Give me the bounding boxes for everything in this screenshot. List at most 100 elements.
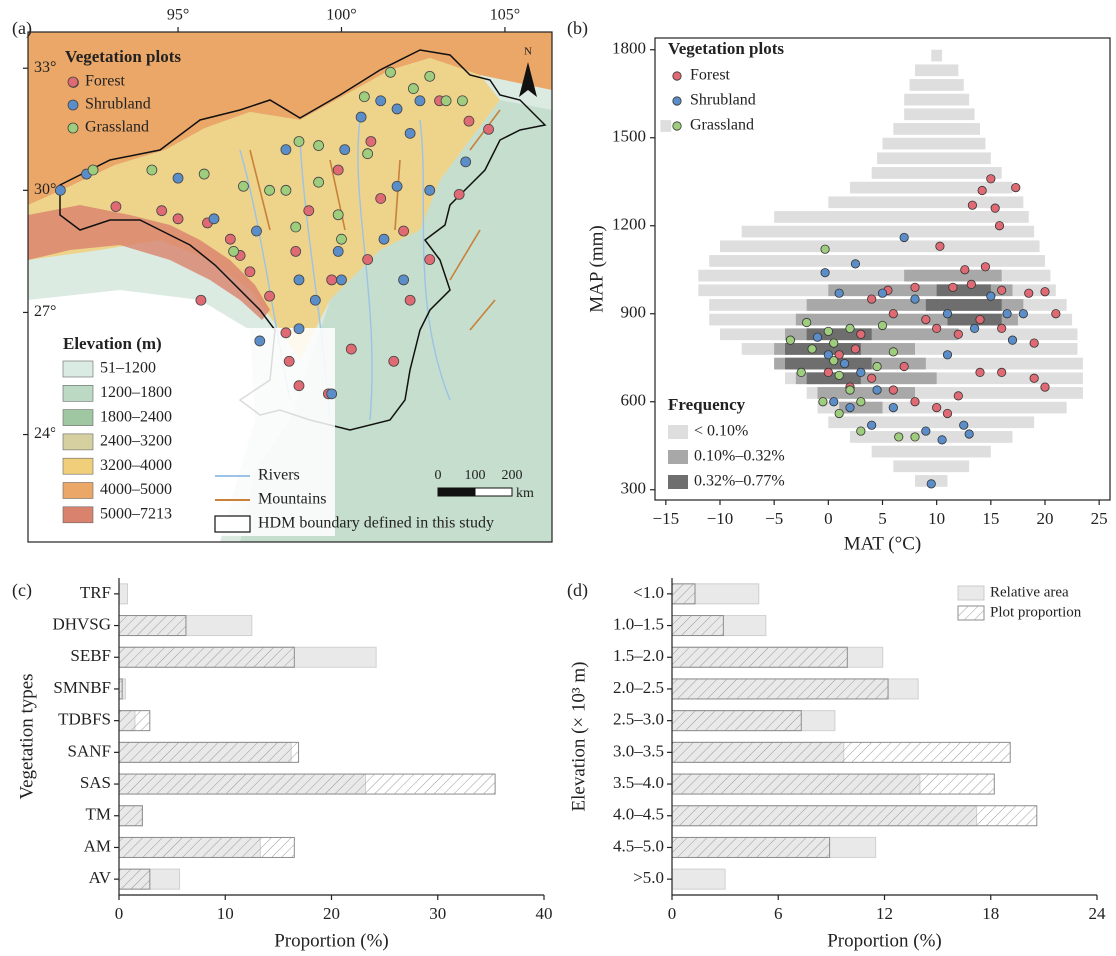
plot-point	[943, 409, 951, 417]
plot-point	[922, 427, 930, 435]
plot-point	[889, 310, 897, 318]
plot-point	[281, 145, 291, 155]
legend-title: Elevation (m)	[63, 334, 162, 353]
plot-point	[967, 280, 975, 288]
plot-point	[835, 371, 843, 379]
plot-point	[900, 362, 908, 370]
bar	[672, 584, 695, 604]
plot-point	[408, 84, 418, 94]
legend-swatch	[63, 483, 93, 499]
plot-point	[821, 245, 829, 253]
plot-point	[911, 433, 919, 441]
bar	[672, 837, 830, 857]
legend-label: 1200–1800	[100, 384, 172, 401]
frequency-cell	[850, 182, 1013, 194]
y-axis-label: Vegetation types	[16, 673, 37, 799]
plot-point	[173, 173, 183, 183]
y-tick-label: SMNBF	[53, 678, 111, 697]
x-tick-label: 40	[536, 904, 553, 923]
y-tick-label: SEBF	[70, 646, 111, 665]
plot-point	[294, 324, 304, 334]
plot-point	[857, 398, 865, 406]
plot-point	[846, 386, 854, 394]
legend-label: Shrubland	[690, 92, 756, 109]
frequency-cell	[828, 416, 1034, 428]
x-tick-label: 0	[824, 509, 833, 528]
plot-point	[336, 275, 346, 285]
legend-swatch	[63, 410, 93, 426]
x-tick-label: 12	[876, 904, 893, 923]
plot-point	[238, 181, 248, 191]
legend-label: HDM boundary defined in this study	[258, 515, 494, 532]
plot-point	[987, 292, 995, 300]
plot-point	[997, 324, 1005, 332]
y-tick-label: 3.5–4.0	[613, 773, 664, 792]
plot-point	[965, 430, 973, 438]
plot-point	[461, 157, 471, 167]
panel-label: (a)	[12, 18, 32, 39]
plot-point	[1041, 288, 1049, 296]
y-tick-label: >5.0	[633, 868, 664, 887]
x-axis-label: Proportion (%)	[827, 930, 942, 951]
x-tick-label: 5	[878, 509, 887, 528]
plot-point	[265, 291, 275, 301]
plot-point	[255, 336, 265, 346]
plot-point	[111, 202, 121, 212]
plot-point	[943, 310, 951, 318]
frequency-cell	[883, 138, 986, 150]
plot-point	[830, 356, 838, 364]
frequency-cell	[931, 50, 942, 62]
page-body: {"chart_data": [ {"type": "map", "panel_…	[0, 0, 1116, 956]
plot-point	[336, 234, 346, 244]
plot-point	[454, 189, 464, 199]
plot-point	[997, 368, 1005, 376]
bar	[672, 647, 847, 667]
plot-point	[173, 214, 183, 224]
plot-point	[936, 242, 944, 250]
plot-point	[911, 295, 919, 303]
y-tick-label: 300	[621, 479, 647, 498]
y-tick-label: TM	[86, 805, 112, 824]
plot-point	[333, 165, 343, 175]
legend-label: Forest	[690, 67, 731, 84]
legend-label: 3200–4000	[100, 457, 172, 474]
plot-point	[399, 226, 409, 236]
x-axis-label: Proportion (%)	[274, 930, 389, 951]
plot-point	[949, 283, 957, 291]
plot-point	[873, 386, 881, 394]
frequency-cell	[785, 343, 861, 355]
x-tick-label: 25	[1091, 509, 1108, 528]
y-tick-label: 24°	[34, 425, 56, 442]
plot-point	[359, 92, 369, 102]
plot-point	[199, 169, 209, 179]
panel-label: (d)	[567, 580, 588, 601]
plot-point	[997, 286, 1005, 294]
x-tick-label: 24	[1089, 904, 1107, 923]
y-tick-label: SANF	[68, 741, 111, 760]
legend-label: 4000–5000	[100, 481, 172, 498]
plot-point	[157, 206, 167, 216]
plot-point	[824, 368, 832, 376]
page: Vegetation plots figure body { margin: 0…	[0, 0, 1116, 956]
plot-point	[1012, 183, 1020, 191]
plot-point	[824, 327, 832, 335]
legend-marker	[68, 123, 78, 133]
plot-point	[808, 345, 816, 353]
plot-point	[304, 206, 314, 216]
frequency-cell	[904, 108, 974, 120]
plot-point	[389, 356, 399, 366]
x-tick-label: 6	[774, 904, 783, 923]
y-tick-label: SAS	[80, 773, 111, 792]
scale-segment	[438, 488, 475, 496]
y-tick-label: 1.0–1.5	[613, 614, 664, 633]
x-tick-label: −10	[707, 509, 734, 528]
y-tick-label: 4.5–5.0	[613, 836, 664, 855]
panel-label: (c)	[12, 580, 32, 601]
bar	[672, 806, 1037, 826]
frequency-cell	[937, 284, 991, 296]
plot-point	[55, 185, 65, 195]
legend-label: Relative area	[990, 584, 1069, 600]
plot-point	[363, 149, 373, 159]
bar	[119, 774, 495, 794]
plot-point	[457, 96, 467, 106]
